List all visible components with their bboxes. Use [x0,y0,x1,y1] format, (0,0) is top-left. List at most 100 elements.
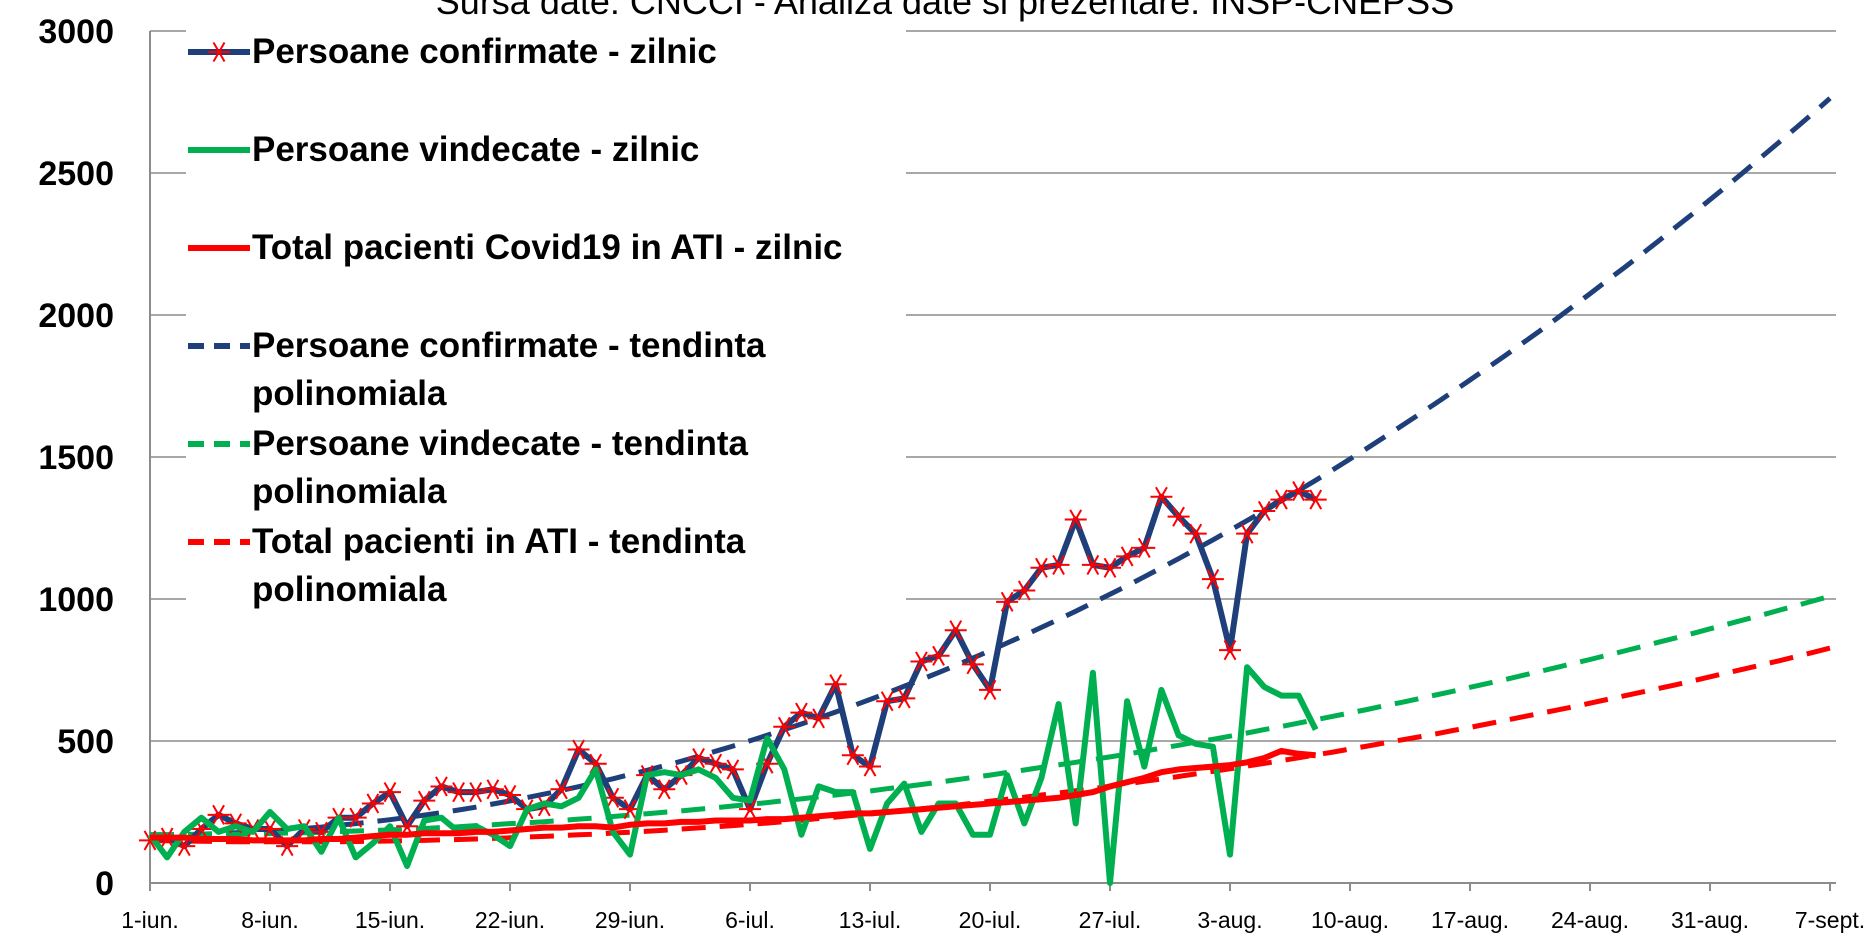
data-marker [567,739,590,760]
legend-item: Persoane vindecate - tendinta polinomial… [186,420,906,518]
marker-stroke [829,674,843,695]
chart-subtitle: Sursa date: CNCCI - Analiza date si prez… [436,0,1454,22]
data-marker [1270,489,1293,510]
marker-stroke [1240,523,1254,544]
marker-stroke [1086,554,1100,575]
marker-stroke [915,651,928,672]
marker-stroke [692,747,705,769]
legend-swatch [188,245,250,251]
legend-label: Total pacienti Covid19 in ATI - zilnic [252,228,843,267]
x-tick-label: 8-iun. [241,907,299,933]
legend-swatch [188,147,250,153]
data-marker [1064,509,1087,530]
legend-label: Persoane confirmate - tendinta polinomia… [252,326,766,413]
marker-stroke [606,787,620,808]
y-tick-label: 500 [57,723,114,761]
y-tick-label: 3000 [38,13,114,51]
data-marker [859,756,881,777]
data-marker [1099,557,1121,578]
x-tick-label: 27-iul. [1079,907,1142,933]
data-marker [1047,554,1070,575]
legend-item: Persoane vindecate - zilnic [186,126,906,224]
series-line [150,747,1316,844]
series-line [150,593,1831,838]
legend-marker [212,41,226,63]
marker-stroke [880,691,894,712]
y-tick-label: 0 [95,865,114,903]
data-marker [927,645,950,666]
marker-stroke [366,793,380,814]
x-tick-label: 6-iul. [725,907,775,933]
marker-stroke [469,782,483,803]
data-marker [824,674,847,695]
x-tick-label: 15-iun. [355,907,425,933]
marker-stroke [777,716,791,737]
x-tick-label: 20-iul. [959,907,1022,933]
marker-stroke [623,799,637,820]
data-marker [361,793,384,814]
marker-stroke [212,804,225,825]
data-marker [379,782,401,803]
marker-stroke [1137,537,1151,558]
data-marker [481,779,504,800]
data-marker [1013,580,1036,601]
marker-stroke [709,753,723,774]
marker-stroke [1292,481,1305,502]
series-line [150,96,1832,838]
y-tick-label: 1000 [38,581,114,619]
data-marker [910,651,933,672]
marker-stroke [743,799,757,820]
marker-stroke [1000,591,1014,612]
marker-stroke [1172,506,1185,527]
legend-label: Total pacienti in ATI - tendinta polinom… [252,522,746,609]
data-marker [790,702,813,723]
legend: Persoane confirmate - zilnic Persoane vin… [186,28,906,634]
marker-stroke [1155,486,1168,507]
data-marker [893,688,916,709]
marker-stroke [435,776,448,797]
data-marker [430,776,453,797]
data-marker [464,782,487,803]
legend-swatch [188,441,250,447]
marker-stroke [503,784,517,806]
data-marker [687,747,710,769]
marker-stroke [897,688,911,709]
data-marker [704,753,727,774]
data-marker [773,716,796,737]
marker-stroke [1257,500,1271,522]
x-tick-label: 29-iun. [595,907,665,933]
marker-stroke [383,782,397,803]
legend-item: Persoane confirmate - zilnic [186,28,906,126]
marker-stroke [966,654,980,675]
x-tick-label: 24-aug. [1551,907,1629,933]
data-marker [1116,546,1139,567]
x-tick-label: 1-iun. [121,907,179,933]
data-marker [344,807,367,828]
y-tick-label: 2500 [38,155,114,193]
data-marker [550,779,573,800]
x-tick-label: 10-aug. [1311,907,1389,933]
x-tick-label: 13-iul. [839,907,902,933]
marker-stroke [863,756,877,777]
marker-stroke [1017,580,1031,601]
marker-stroke [932,645,945,666]
legend-swatch [188,343,250,349]
marker-stroke [795,702,808,723]
legend-item: Persoane confirmate - tendinta polinomia… [186,322,906,420]
marker-stroke [417,790,431,811]
legend-swatch [188,539,250,545]
marker-stroke [1223,640,1237,661]
data-marker [996,591,1019,612]
data-marker [413,790,436,811]
series-line [147,664,1319,886]
legend-label: Persoane vindecate - zilnic [252,130,700,169]
legend-label: Persoane vindecate - tendinta polinomial… [252,424,748,511]
marker-stroke [1103,557,1117,578]
data-marker [961,654,984,675]
data-marker [1236,523,1259,544]
y-tick-label: 2000 [38,297,114,335]
data-marker [876,691,899,712]
marker-stroke [1206,569,1220,590]
